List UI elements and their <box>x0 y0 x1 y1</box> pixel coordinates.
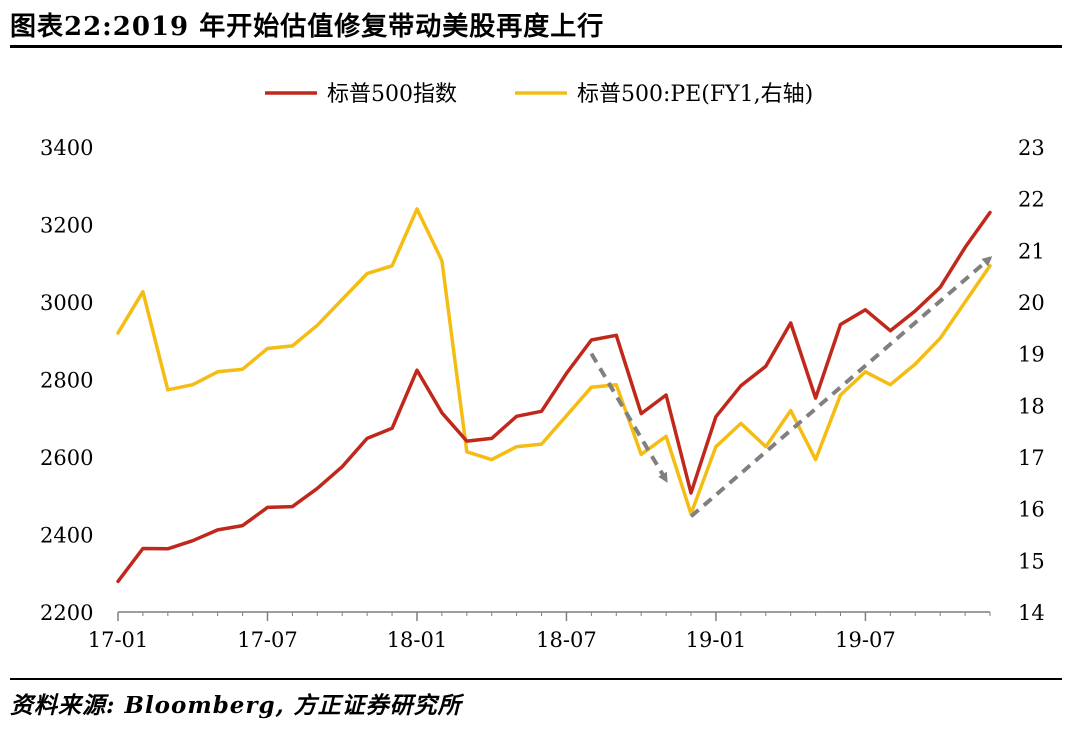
series-line-spx <box>116 210 992 584</box>
right-axis-tick-label: 22 <box>1018 188 1045 212</box>
x-axis-tick-label: 17-01 <box>88 628 149 652</box>
x-axis-tick-label: 17-07 <box>237 628 298 652</box>
legend: 标普500指数 标普500:PE(FY1,右轴) <box>265 82 813 107</box>
left-axis-tick-label: 2200 <box>40 601 93 625</box>
right-axis-tick-label: 16 <box>1018 498 1045 522</box>
right-axis-tick-label: 15 <box>1018 549 1045 573</box>
right-axis-tick-label: 23 <box>1018 136 1045 160</box>
line-chart: 标普500指数 标普500:PE(FY1,右轴) 2200 2400 2600 2800… <box>40 82 1045 652</box>
right-axis-tick-label: 19 <box>1018 343 1045 367</box>
x-axis-tick-label: 18-01 <box>387 628 448 652</box>
right-axis-tick-label: 18 <box>1018 394 1045 418</box>
right-axis-tick-label: 21 <box>1018 239 1045 263</box>
x-axis-tick-label: 18-07 <box>536 628 597 652</box>
left-axis-tick-label: 2400 <box>40 524 93 548</box>
legend-item-spx: 标普500指数 <box>265 82 457 107</box>
right-axis-ticks: 14 15 16 17 18 19 20 21 22 23 <box>1018 136 1045 625</box>
title-divider <box>10 45 1062 48</box>
annotation-layer <box>589 256 993 518</box>
right-axis-tick-label: 17 <box>1018 446 1045 470</box>
left-axis-ticks: 2200 2400 2600 2800 3000 3200 3400 <box>40 136 93 625</box>
legend-label: 标普500指数 <box>327 82 457 107</box>
left-axis-tick-label: 3200 <box>40 214 93 238</box>
series-layer <box>116 207 992 584</box>
left-axis-tick-label: 3400 <box>40 136 93 160</box>
downtrend-arrow <box>589 352 668 483</box>
left-axis-tick-label: 2800 <box>40 369 93 393</box>
right-axis-tick-label: 14 <box>1018 601 1045 625</box>
chart-title: 图表22:2019 年开始估值修复带动美股再度上行 <box>10 12 605 42</box>
x-axis-tick-label: 19-01 <box>686 628 747 652</box>
legend-item-pe: 标普500:PE(FY1,右轴) <box>515 82 813 107</box>
source-note: 资料来源: Bloomberg, 方正证券研究所 <box>10 692 462 719</box>
right-axis-tick-label: 20 <box>1018 291 1045 315</box>
x-axis: 17-01 17-07 18-01 18-07 19-01 19-07 <box>88 611 991 652</box>
legend-label: 标普500:PE(FY1,右轴) <box>577 82 813 107</box>
uptrend-arrow <box>689 256 993 518</box>
left-axis-tick-label: 3000 <box>40 291 93 315</box>
source-divider <box>10 678 1062 680</box>
x-axis-tick-label: 19-07 <box>835 628 896 652</box>
left-axis-tick-label: 2600 <box>40 446 93 470</box>
series-line-pe <box>116 207 992 516</box>
